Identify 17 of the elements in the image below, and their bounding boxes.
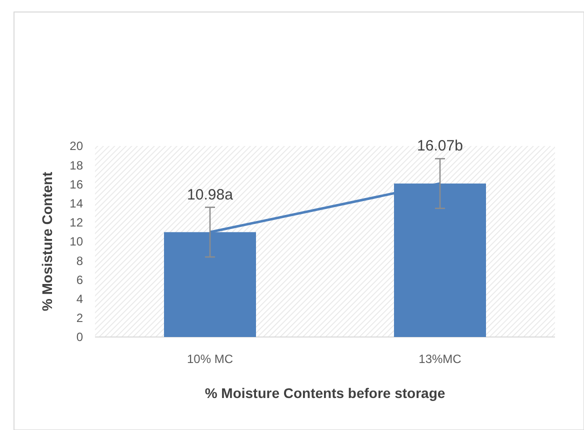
y-tick-label: 4 [76,292,84,306]
data-label: 16.07b [417,138,463,155]
x-tick-label: 13%MC [418,352,462,366]
y-tick-label: 8 [76,254,84,268]
y-tick-label: 2 [76,311,84,326]
y-tick-label: 16 [70,177,84,192]
y-axis-title: % Mosisture Content [39,172,55,312]
y-tick-label: 12 [70,216,84,230]
y-tick-label: 18 [70,158,84,172]
y-tick-label: 14 [70,196,84,210]
y-tick-label: 6 [76,272,84,287]
y-tick-label: 20 [70,139,84,154]
x-axis-title: % Moisture Contents before storage [204,385,446,401]
y-tick-label: 0 [76,330,84,344]
x-tick-label: 10% MC [186,352,234,366]
data-label: 10.98a [187,186,234,204]
y-tick-label: 10 [70,234,84,249]
